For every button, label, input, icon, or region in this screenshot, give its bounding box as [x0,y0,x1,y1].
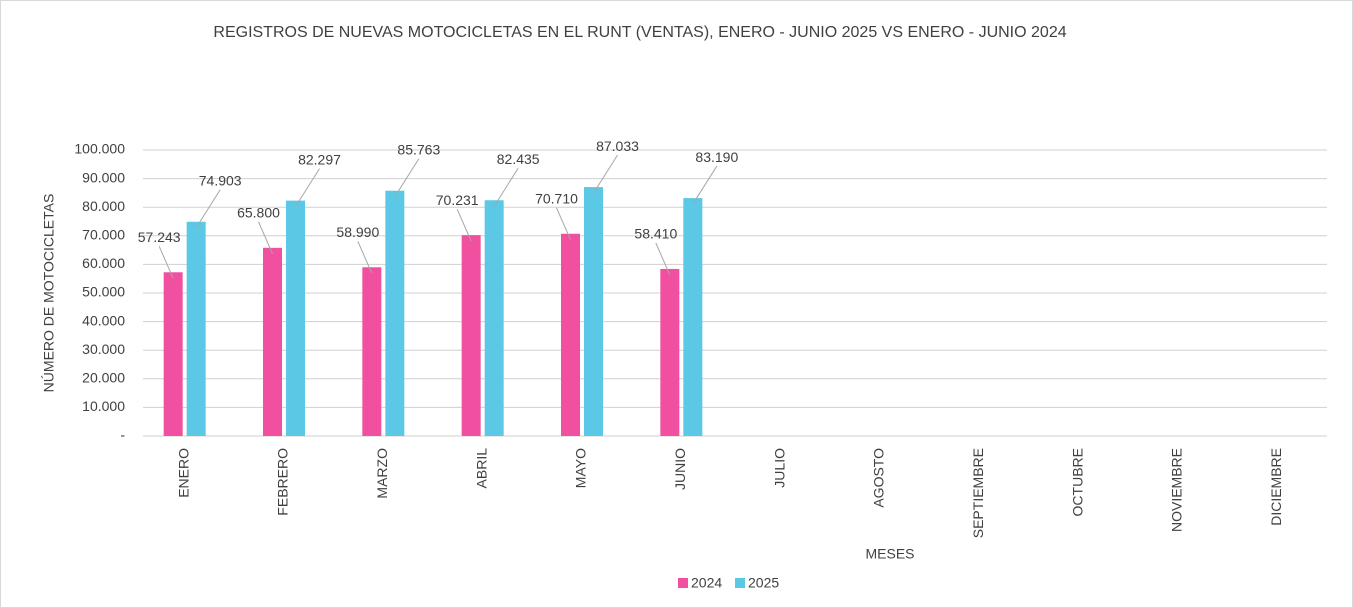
bar [163,272,183,436]
data-label: 87.033 [596,138,639,154]
y-tick-label: 10.000 [82,398,125,414]
bar [286,200,305,436]
y-tick-label: 30.000 [82,341,125,357]
leader-line [394,158,420,197]
y-tick-label: 20.000 [82,370,125,386]
bar [263,247,282,436]
legend-label: 2024 [691,575,722,591]
x-tick-label: MARZO [374,448,390,499]
x-axis-title: MESES [865,546,914,562]
bar [186,221,206,436]
y-tick-label: 70.000 [82,227,125,243]
bar [385,190,405,436]
data-label: 74.903 [199,172,242,188]
x-tick-label: JULIO [771,448,787,488]
data-label: 85.763 [397,141,440,157]
data-label: 58.990 [336,224,379,240]
data-label: 65.800 [237,205,280,221]
x-tick-label: NOVIEMBRE [1169,448,1185,532]
y-tick-label: 100.000 [74,141,125,157]
data-label: 57.243 [138,229,181,245]
bar [561,233,580,436]
leader-line [493,167,519,207]
x-tick-label: ABRIL [473,448,489,489]
x-tick-label: ENERO [175,448,191,498]
leader-line [556,207,571,240]
x-tick-label: MAYO [573,448,589,488]
bar [584,187,603,436]
leader-line [692,165,718,205]
x-tick-label: AGOSTO [871,448,887,508]
data-label: 82.435 [497,151,540,167]
data-label: 58.410 [634,226,677,242]
chart-title: REGISTROS DE NUEVAS MOTOCICLETAS EN EL R… [213,24,1066,41]
bar [484,200,504,436]
data-label: 70.710 [535,190,578,206]
leader-line [158,246,174,279]
y-tick-label: 60.000 [82,255,125,271]
y-tick-label: 40.000 [82,312,125,328]
y-axis-title: NÚMERO DE MOTOCICLETAS [41,194,57,393]
bar [362,267,382,436]
leader-line [195,189,221,229]
y-tick-label: - [120,427,125,443]
x-tick-label: JUNIO [672,448,688,490]
x-tick-label: OCTUBRE [1069,448,1085,516]
leader-line [357,241,373,274]
x-tick-label: SEPTIEMBRE [970,448,986,538]
bar [660,268,680,436]
y-tick-label: 50.000 [82,284,125,300]
leader-line [258,221,273,255]
data-label: 82.297 [298,151,341,167]
legend-label: 2025 [748,575,779,591]
y-tick-label: 90.000 [82,169,125,185]
y-tick-label: 80.000 [82,198,125,214]
legend-swatch [735,578,745,588]
data-label: 83.190 [695,149,738,165]
leader-line [655,242,671,276]
bar [461,235,481,436]
data-label: 70.231 [436,192,479,208]
leader-line [295,168,320,207]
legend-swatch [678,578,688,588]
bar [683,198,703,436]
leader-line [593,154,618,194]
x-tick-label: DICIEMBRE [1268,448,1284,526]
x-tick-label: FEBRERO [275,448,291,516]
leader-line [456,208,472,242]
